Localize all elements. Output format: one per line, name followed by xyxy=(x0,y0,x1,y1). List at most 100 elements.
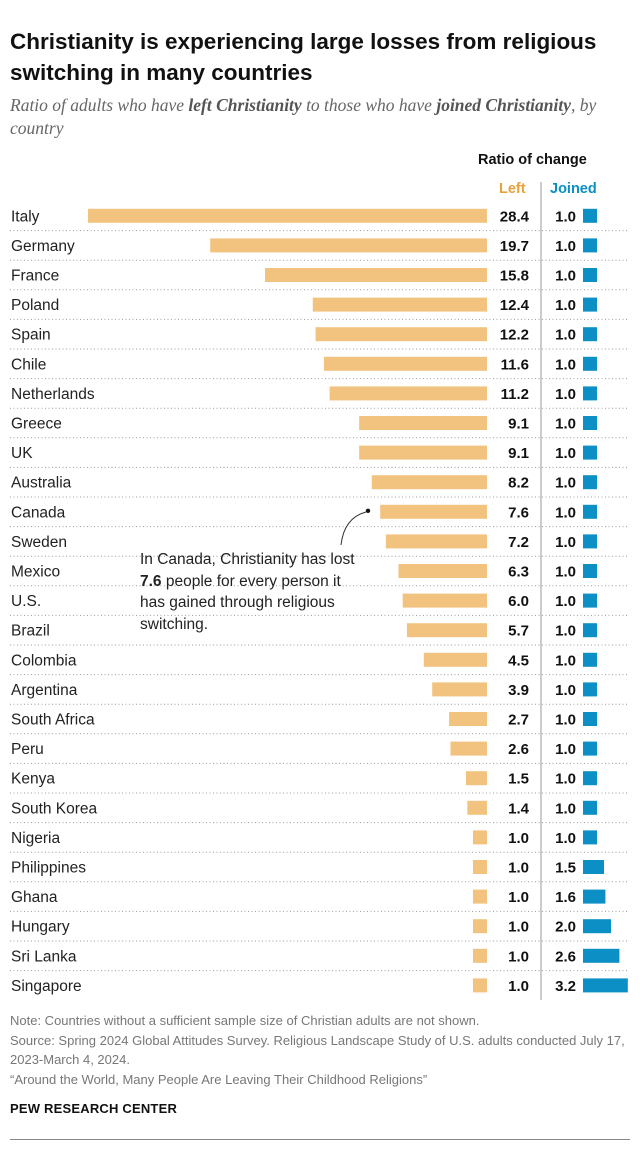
country-label: Ghana xyxy=(11,889,58,906)
joined-value-label: 1.0 xyxy=(555,593,576,610)
joined-bar xyxy=(583,564,597,578)
joined-bar xyxy=(583,712,597,726)
left-value-label: 2.7 xyxy=(508,712,529,729)
left-bar xyxy=(315,327,487,342)
joined-bar xyxy=(583,860,604,874)
left-value-label: 9.1 xyxy=(508,416,529,433)
chart-title: Christianity is experiencing large losse… xyxy=(10,29,597,85)
annotation-pointer-dot xyxy=(365,508,371,513)
left-value-label: 12.2 xyxy=(500,327,529,344)
joined-value-label: 1.0 xyxy=(555,564,576,581)
left-bar xyxy=(87,208,487,223)
joined-value-label: 1.0 xyxy=(555,652,576,669)
joined-value-label: 1.0 xyxy=(555,327,576,344)
left-bar xyxy=(406,623,487,638)
left-value-label: 11.2 xyxy=(501,386,529,403)
notes-block: Note: Countries without a sufficient sam… xyxy=(10,1011,630,1089)
left-bar xyxy=(450,741,487,756)
left-value-label: 1.0 xyxy=(508,978,529,995)
joined-bar xyxy=(583,889,606,904)
left-bar xyxy=(472,889,487,904)
country-label: Colombia xyxy=(11,652,77,669)
country-label: Spain xyxy=(11,327,51,344)
country-label: Sri Lanka xyxy=(11,948,77,965)
joined-bar xyxy=(583,652,597,667)
country-label: Argentina xyxy=(11,682,78,699)
joined-bar xyxy=(583,978,628,993)
left-bar xyxy=(210,238,487,253)
left-value-label: 6.0 xyxy=(508,593,529,610)
country-label: Chile xyxy=(11,356,46,373)
ratio-of-change-header: Ratio of change xyxy=(478,152,587,168)
left-value-label: 11.6 xyxy=(501,356,529,373)
joined-value-label: 1.0 xyxy=(555,830,576,847)
country-label: Poland xyxy=(11,297,59,314)
joined-bar xyxy=(583,593,597,608)
left-bar xyxy=(359,416,487,430)
subtitle-part: Ratio of adults who have xyxy=(10,95,189,115)
annotation-value: 7.6 xyxy=(140,572,162,590)
joined-value-label: 3.2 xyxy=(555,978,576,995)
left-bar xyxy=(472,919,487,934)
country-label: Peru xyxy=(11,741,44,758)
left-value-label: 8.2 xyxy=(508,475,529,492)
joined-value-label: 1.0 xyxy=(555,800,576,817)
country-label: South Korea xyxy=(11,800,98,817)
left-bar xyxy=(359,445,487,460)
left-legend-label: Left xyxy=(499,181,526,197)
left-value-label: 1.0 xyxy=(508,889,529,906)
left-value-label: 19.7 xyxy=(500,238,529,255)
joined-value-label: 2.6 xyxy=(555,948,576,965)
subtitle-emphasis-joined: joined Christianity xyxy=(436,95,572,115)
left-value-label: 1.5 xyxy=(508,771,529,788)
left-bar xyxy=(465,771,487,786)
source-text: Source: Spring 2024 Global Attitudes Sur… xyxy=(10,1032,625,1068)
left-bar xyxy=(312,297,487,312)
country-label: Nigeria xyxy=(11,830,60,847)
joined-bar xyxy=(583,327,597,342)
joined-bar xyxy=(583,623,597,638)
left-bar xyxy=(324,356,487,371)
joined-value-label: 1.0 xyxy=(555,534,576,551)
joined-bar xyxy=(583,445,597,460)
joined-value-label: 1.5 xyxy=(555,860,576,877)
left-bar xyxy=(472,860,487,874)
joined-bar xyxy=(583,297,597,312)
joined-value-label: 1.0 xyxy=(555,682,576,699)
bottom-divider xyxy=(10,1139,630,1140)
country-label: South Africa xyxy=(11,712,95,729)
left-value-label: 1.4 xyxy=(508,800,530,817)
joined-bar xyxy=(583,208,597,223)
country-label: Greece xyxy=(11,416,62,433)
country-label: Mexico xyxy=(11,564,60,581)
left-bar xyxy=(472,978,487,993)
left-bar xyxy=(472,948,487,963)
left-bar xyxy=(329,386,487,401)
left-value-label: 28.4 xyxy=(500,208,530,225)
left-value-label: 1.0 xyxy=(508,830,529,847)
joined-legend-label: Joined xyxy=(550,181,597,197)
annotation-text: In Canada, Christianity has lost xyxy=(140,551,355,568)
left-bar xyxy=(402,593,487,608)
joined-bar xyxy=(583,830,597,845)
left-bar xyxy=(380,504,487,519)
joined-value-label: 1.0 xyxy=(555,208,576,225)
country-label: Philippines xyxy=(11,860,86,877)
left-value-label: 1.0 xyxy=(508,860,529,877)
country-label: Hungary xyxy=(11,919,70,936)
joined-bar xyxy=(583,741,597,756)
joined-bar xyxy=(583,475,597,490)
left-value-label: 12.4 xyxy=(500,297,530,314)
joined-bar xyxy=(583,948,620,963)
joined-bar xyxy=(583,268,597,282)
left-bar xyxy=(385,534,487,549)
left-bar xyxy=(423,652,487,667)
report-title: “Around the World, Many People Are Leavi… xyxy=(10,1071,428,1087)
joined-bar xyxy=(583,800,597,815)
subtitle-emphasis-left: left Christianity xyxy=(188,95,302,115)
joined-value-label: 1.0 xyxy=(555,386,576,403)
country-label: Brazil xyxy=(11,623,50,640)
joined-value-label: 1.0 xyxy=(555,268,576,285)
country-label: Australia xyxy=(11,475,72,492)
note-text: Note: Countries without a sufficient sam… xyxy=(10,1013,480,1028)
